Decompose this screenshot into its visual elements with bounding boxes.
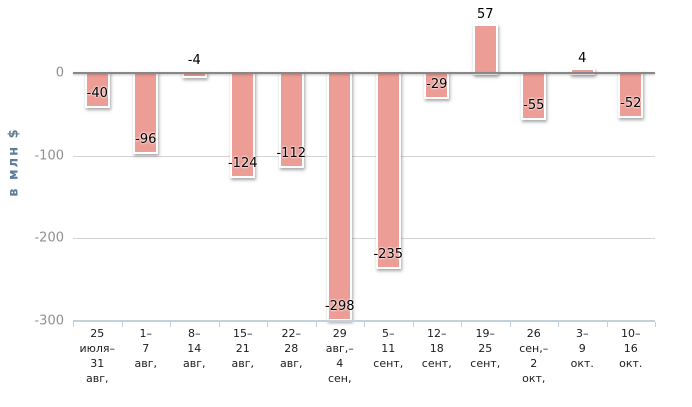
x-axis-tick (655, 322, 656, 327)
x-axis-tick (73, 322, 74, 327)
bar[interactable] (327, 71, 352, 321)
x-tick-label-line: авг, (134, 357, 158, 370)
x-tick-label: 15– 21 авг, (232, 326, 255, 371)
x-tick-label-line: сент, (421, 357, 452, 370)
x-tick-label-line: 5– (381, 327, 395, 340)
x-tick-label-line: авг, (183, 357, 206, 370)
gridline (73, 156, 655, 157)
bar[interactable] (424, 71, 449, 99)
bar-value-label: -29 (426, 77, 448, 92)
x-tick-label-line: 9 (578, 342, 586, 355)
bar[interactable] (570, 68, 595, 75)
x-tick-label: 19– 25 сент, (470, 326, 500, 371)
zero-gridline (73, 72, 655, 74)
x-tick-label: 29 авг,– 4 сен, (326, 326, 354, 386)
bar-value-label: -124 (227, 156, 258, 171)
x-tick-label-line: 31 (90, 357, 105, 370)
x-tick-label-line: 18 (429, 342, 444, 355)
bar-value-label: -298 (324, 299, 355, 314)
bar-value-label: 4 (578, 51, 587, 66)
x-tick-label-line: сен, (327, 372, 352, 385)
x-tick-label-line: 7 (142, 342, 150, 355)
bar[interactable] (521, 71, 546, 120)
x-tick-label-line: 22– (281, 327, 302, 340)
x-tick-label-line: авг, (231, 357, 255, 370)
x-tick-label: 12– 18 сент, (422, 326, 452, 371)
x-axis-tick (122, 322, 123, 327)
x-axis-tick (267, 322, 268, 327)
x-tick-label-line: окт. (619, 357, 643, 370)
x-tick-label-line: июля– (79, 342, 116, 355)
bar-value-label: -96 (135, 132, 157, 147)
x-tick-label-line: 19– (475, 327, 495, 340)
x-tick-label: 22– 28 авг, (280, 326, 303, 371)
x-tick-label: 10– 16 окт. (619, 326, 642, 371)
bar[interactable] (230, 71, 255, 178)
bar[interactable] (85, 71, 110, 108)
x-tick-label-line: 10– (621, 327, 641, 340)
gridline (73, 238, 655, 239)
x-tick-label-line: 11 (381, 342, 396, 355)
x-axis-tick (461, 322, 462, 327)
x-axis-tick (219, 322, 220, 327)
y-tick-label: -100 (34, 148, 64, 164)
x-tick-label-line: окт, (522, 372, 546, 385)
x-axis-tick (607, 322, 608, 327)
x-tick-label-line: окт. (570, 357, 594, 370)
x-axis-tick (413, 322, 414, 327)
bar-value-label: -52 (620, 96, 642, 111)
x-tick-label-line: 25 (90, 327, 105, 340)
bar[interactable] (376, 71, 401, 269)
x-tick-label-line: 25 (478, 342, 493, 355)
bar-value-label: -4 (187, 53, 201, 68)
x-tick-label-line: 16 (623, 342, 638, 355)
x-tick-label-line: 12– (426, 327, 447, 340)
y-axis-title: в млн $ (6, 127, 22, 197)
bar-value-label: -235 (373, 247, 404, 262)
x-tick-label: 3– 9 окт. (571, 326, 594, 371)
bar-value-label: -40 (86, 86, 108, 101)
x-tick-label-line: авг,– (325, 342, 354, 355)
x-tick-label-line: 15– (233, 327, 253, 340)
x-tick-label-line: 8– (188, 327, 201, 340)
x-tick-label-line: авг, (280, 357, 303, 370)
x-tick-label: 25 июля– 31 авг, (79, 326, 115, 386)
x-axis-tick (510, 322, 511, 327)
x-axis-tick (364, 322, 365, 327)
x-tick-label-line: 29 (332, 327, 347, 340)
bar-value-label: -112 (276, 146, 307, 161)
x-tick-label-line: сент, (373, 357, 404, 370)
x-tick-label-line: авг, (86, 372, 109, 385)
y-tick-label: -300 (34, 313, 64, 329)
x-tick-label-line: сен,– (519, 342, 549, 355)
x-tick-label: 26 сен,– 2 окт, (519, 326, 548, 386)
x-tick-label: 1– 7 авг, (135, 326, 158, 371)
bar[interactable] (133, 71, 158, 154)
x-tick-label-line: 3– (576, 327, 589, 340)
x-axis-tick (558, 322, 559, 327)
x-tick-label: 5– 11 сент, (373, 326, 403, 371)
x-axis-line (73, 320, 655, 322)
x-tick-label-line: 2 (530, 357, 538, 370)
bar-value-label: 57 (476, 7, 494, 22)
y-tick-label: -200 (34, 230, 64, 246)
x-axis-tick (316, 322, 317, 327)
bar[interactable] (473, 24, 498, 75)
x-tick-label-line: 28 (284, 342, 299, 355)
x-tick-label: 8– 14 авг, (183, 326, 206, 371)
x-tick-label-line: 4 (336, 357, 344, 370)
bar-value-label: -55 (523, 98, 545, 113)
x-tick-label-line: 1– (139, 327, 153, 340)
y-tick-label: 0 (55, 65, 64, 81)
x-tick-label-line: 14 (187, 342, 202, 355)
x-axis-tick (170, 322, 171, 327)
x-tick-label-line: 26 (526, 327, 541, 340)
x-tick-label-line: 21 (235, 342, 250, 355)
x-tick-label-line: сент, (470, 357, 501, 370)
